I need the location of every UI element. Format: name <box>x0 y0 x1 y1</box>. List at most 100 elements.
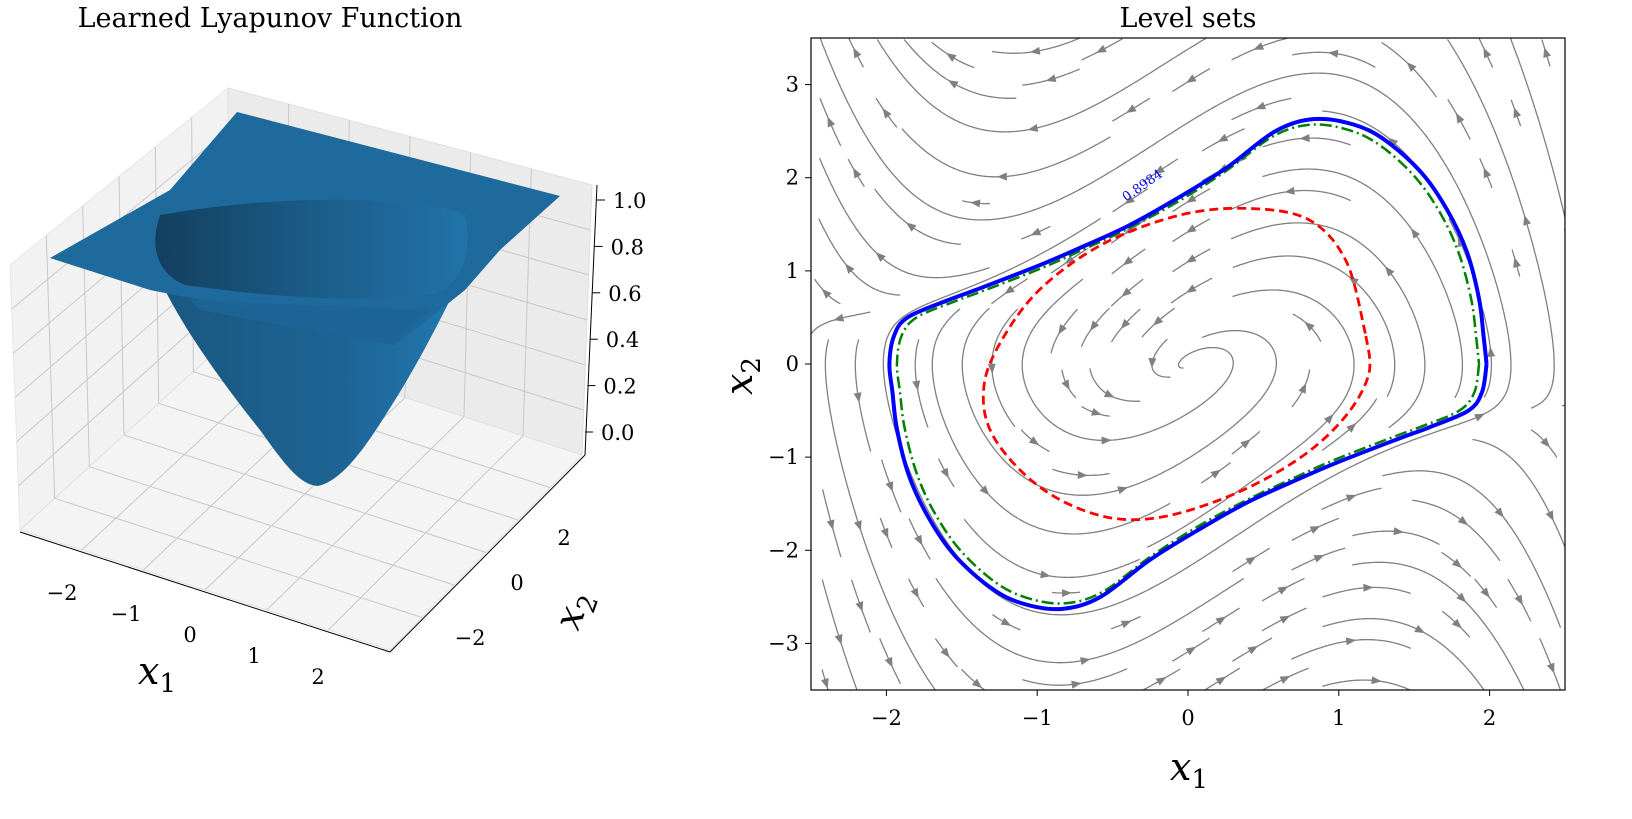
streamline-arrow <box>1323 413 1334 425</box>
z-tick-label: 0.6 <box>608 282 641 306</box>
x1-label-3d: x1 <box>138 649 176 699</box>
streamline-arrow <box>1058 324 1067 335</box>
streamline-arrow <box>910 587 919 599</box>
streamline-arrow <box>827 116 836 128</box>
streamline-arrow <box>1061 379 1070 391</box>
streamline <box>1570 488 1582 518</box>
streamline-arrow <box>1071 680 1082 689</box>
x1-tick-label-3d: 1 <box>247 644 260 668</box>
y-axis-line <box>389 454 586 653</box>
streamline <box>1322 110 1442 203</box>
streamline <box>1089 368 1141 402</box>
streamline-arrow <box>1155 677 1167 686</box>
z-axis-line <box>584 184 598 456</box>
streamline-arrow <box>1101 436 1112 445</box>
streamline-arrow <box>1545 510 1554 522</box>
streamline-arrow <box>1245 556 1257 566</box>
streamline-arrow <box>885 481 894 492</box>
streamline-arrow <box>987 363 996 374</box>
streamline-arrow <box>1487 346 1496 358</box>
streamline <box>1509 38 1565 407</box>
streamline-arrow <box>1185 194 1197 203</box>
surface-plot: Learned Lyapunov Function 0.0 0.2 0.4 0.6 0.… <box>9 3 646 699</box>
streamline-arrow <box>1483 47 1492 59</box>
surface-depression <box>155 199 468 299</box>
streamline <box>1291 369 1311 408</box>
x-tick-label: −1 <box>1022 706 1053 730</box>
streamline-arrow <box>1217 133 1229 143</box>
y-tick-label: −3 <box>768 631 799 655</box>
x2-tick-label-3d: 0 <box>510 571 523 595</box>
streamline-arrow <box>1029 46 1041 55</box>
streamline-arrow <box>833 313 845 322</box>
streamline-arrow <box>1371 676 1382 685</box>
contour-dashed <box>981 206 1372 522</box>
streamline-arrow <box>855 601 864 612</box>
streamline <box>819 38 1512 616</box>
streamline-arrow <box>1185 284 1197 293</box>
streamline-arrow <box>1279 615 1291 624</box>
streamline-arrow <box>1576 70 1586 82</box>
streamline-arrow <box>1004 285 1015 295</box>
streamline-arrow <box>852 167 862 179</box>
streamline-arrow <box>1185 646 1197 656</box>
streamline-arrow <box>880 527 889 539</box>
streamline-arrow <box>1540 437 1550 448</box>
x-tick-label: 1 <box>1332 706 1345 730</box>
streamline <box>1352 561 1525 690</box>
streamline-arrow <box>1571 498 1582 510</box>
streamline <box>1573 39 1592 115</box>
streamline <box>1151 338 1171 378</box>
streamline-arrow <box>1000 617 1012 626</box>
streamline-arrow <box>1387 137 1399 148</box>
streamline-arrow <box>996 172 1007 181</box>
y-tick-label: 3 <box>786 73 799 97</box>
streamline <box>1446 39 1555 409</box>
streamline-arrow <box>1363 583 1374 592</box>
streamline-arrow <box>1480 587 1490 598</box>
streamline-arrow <box>845 263 855 274</box>
streamline-arrow <box>1457 515 1469 526</box>
streamline-arrow <box>971 678 983 689</box>
streamline-arrow <box>1575 444 1587 457</box>
streamline-arrow <box>1513 257 1521 268</box>
streamline-arrow <box>940 467 949 479</box>
streamline-arrow <box>1117 486 1128 495</box>
streamline <box>1292 313 1322 342</box>
streamline-arrow <box>1121 287 1132 297</box>
streamline-arrow <box>875 252 886 262</box>
x1-axis-label: x1 <box>1170 745 1208 795</box>
x1-tick-label-3d: 0 <box>183 623 196 647</box>
streamline-arrow <box>1345 494 1357 503</box>
z-tick-label: 0.0 <box>601 421 634 445</box>
streamline-arrow <box>1406 62 1417 73</box>
streamline-arrow <box>947 80 959 89</box>
axes-frame <box>810 37 1566 691</box>
streamline-arrow <box>1574 152 1584 164</box>
streamline-arrow <box>1089 320 1100 331</box>
streamline <box>903 39 1017 99</box>
streamline <box>1412 499 1501 562</box>
streamline-arrow <box>1299 133 1310 142</box>
streamline-arrow <box>1124 195 1135 205</box>
streamline-arrow <box>1240 439 1251 449</box>
streamline <box>931 308 1171 535</box>
contour-label: 0.8984 <box>1120 167 1166 205</box>
z-tick-label: 1.0 <box>613 189 646 213</box>
y-tick-label: 1 <box>786 259 799 283</box>
streamline-arrow <box>834 634 843 645</box>
streamline-arrow <box>1284 186 1295 195</box>
streamline <box>1232 255 1396 397</box>
streamline-arrow <box>1385 266 1395 277</box>
streamline-arrow <box>1028 436 1040 446</box>
x-axis-line <box>19 531 391 653</box>
streamline-arrow <box>1120 318 1131 329</box>
streamline-arrow <box>1298 383 1307 394</box>
streamline-arrow <box>1474 413 1485 422</box>
streamline <box>1571 640 1580 667</box>
streamline <box>1564 428 1565 430</box>
streamline-arrow <box>906 222 917 232</box>
x2-label-3d: x2 <box>545 584 605 637</box>
streamline-arrow <box>1546 662 1555 674</box>
streamline-arrow <box>1543 47 1551 58</box>
